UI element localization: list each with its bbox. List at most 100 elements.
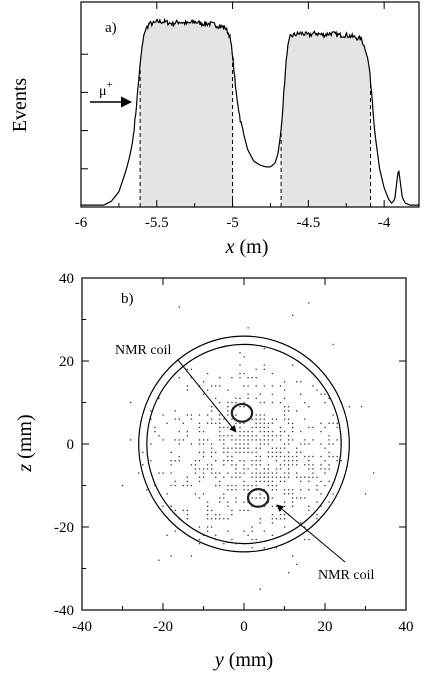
hit-dot: [158, 397, 160, 400]
hit-dot: [154, 426, 156, 429]
hit-dot: [162, 472, 164, 474]
hit-dot: [255, 468, 257, 470]
hit-dot: [287, 439, 290, 441]
hit-dot: [279, 451, 282, 453]
hit-dot: [223, 443, 225, 445]
hit-dot: [283, 443, 286, 445]
hit-dot: [182, 439, 184, 441]
hit-dot: [227, 447, 229, 449]
hit-dot: [308, 509, 310, 512]
hit-dot: [223, 493, 225, 495]
shaded-region-2: [281, 33, 371, 207]
hit-dot: [259, 430, 261, 433]
hit-dot: [283, 397, 286, 400]
hit-dot: [255, 497, 257, 499]
hit-dot: [283, 480, 286, 483]
hit-dot: [211, 418, 213, 420]
hit-dot: [332, 422, 334, 424]
hit-dot: [243, 439, 245, 441]
nmr-coil-1: [230, 402, 254, 423]
hit-dot: [243, 472, 245, 474]
y-tick-label-b: 20: [59, 354, 74, 370]
hit-dot: [267, 422, 269, 424]
hit-dot: [320, 493, 322, 495]
hit-dot: [283, 447, 286, 449]
hit-dot: [267, 476, 269, 478]
hit-dot: [247, 489, 249, 491]
hit-dot: [251, 538, 253, 541]
hit-dot: [198, 443, 201, 445]
hit-dot: [243, 435, 245, 437]
hit-dot: [308, 489, 310, 491]
hit-dot: [243, 451, 245, 453]
hit-dot: [279, 435, 282, 437]
hit-dot: [247, 443, 249, 445]
hit-dot: [174, 509, 176, 512]
hit-dot: [251, 460, 253, 462]
hit-dot: [227, 410, 229, 412]
hit-dot: [332, 455, 334, 458]
hit-dot: [239, 377, 241, 379]
hit-dot: [223, 447, 225, 449]
hit-dot: [150, 418, 152, 420]
hit-dot: [336, 422, 338, 424]
hit-dot: [186, 509, 188, 512]
hit-dot: [308, 443, 310, 445]
hit-dot: [202, 468, 205, 470]
hit-dot: [292, 439, 294, 441]
hit-dot: [304, 538, 306, 541]
hit-dot: [308, 460, 310, 462]
hit-dot: [292, 501, 294, 503]
hit-dot: [271, 418, 274, 420]
hit-dot: [279, 447, 282, 449]
x-tick-label-b: 0: [240, 619, 248, 635]
nmr-coil-label-bottom: NMR coil: [318, 568, 375, 583]
hit-dot: [215, 518, 217, 520]
hit-dot: [170, 472, 172, 474]
hit-dot: [328, 397, 330, 400]
hit-dot: [206, 501, 209, 503]
hit-dot: [198, 426, 201, 429]
hit-dot: [206, 414, 209, 416]
hit-dot: [243, 501, 245, 503]
hit-dot: [283, 493, 286, 495]
hit-dot: [296, 381, 298, 383]
hit-dot: [255, 414, 257, 416]
y-tick-label-b: 0: [67, 437, 75, 453]
hit-dot: [247, 451, 249, 453]
ticks-b: [81, 277, 407, 611]
hit-dot: [243, 443, 245, 445]
hit-dot: [202, 493, 205, 495]
hit-dot: [239, 460, 241, 462]
hit-dot: [174, 418, 176, 420]
hit-dot: [215, 534, 217, 536]
hit-dot: [178, 460, 180, 462]
hit-dot: [336, 455, 338, 458]
hit-dot: [251, 439, 253, 441]
hit-dot: [267, 435, 269, 437]
hit-dot: [324, 447, 326, 449]
hit-dot: [215, 422, 217, 424]
hit-dot: [239, 451, 241, 453]
hit-dot: [271, 435, 274, 437]
hit-dot: [255, 422, 257, 424]
hit-dot: [324, 468, 326, 470]
hit-dot: [215, 451, 217, 453]
hit-dot: [174, 460, 176, 462]
hit-dot: [170, 505, 172, 507]
hit-dot: [235, 422, 237, 424]
hit-dot: [283, 472, 286, 474]
hit-dot: [202, 534, 205, 536]
hit-dot: [259, 426, 261, 429]
hit-dot: [231, 435, 233, 437]
hit-dot: [235, 414, 237, 416]
hit-dot: [190, 414, 193, 416]
hit-dot: [271, 447, 274, 449]
hit-dot: [206, 526, 209, 528]
hit-dot: [259, 422, 261, 424]
hit-dot: [283, 489, 286, 491]
hit-dot: [231, 509, 233, 512]
hit-dot: [186, 368, 188, 370]
hit-dot: [215, 460, 217, 462]
hit-dot: [360, 406, 363, 408]
